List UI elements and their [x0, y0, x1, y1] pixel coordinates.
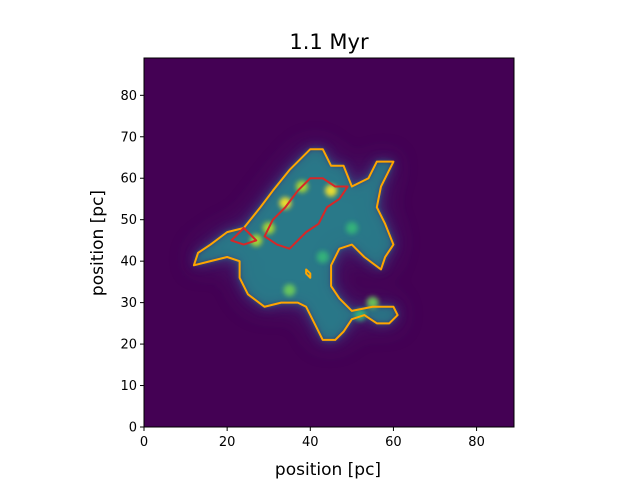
- contour-lines: [192, 148, 399, 341]
- contour-line: [305, 268, 312, 279]
- y-tick-label: 0: [129, 421, 137, 436]
- y-tick-label: 10: [120, 379, 137, 394]
- bright-spot: [283, 284, 296, 297]
- x-tick-label: 0: [140, 435, 148, 450]
- y-tick-label: 80: [120, 89, 137, 104]
- plot-frame: [143, 57, 515, 428]
- y-tick-label: 40: [120, 255, 137, 270]
- x-tick-label: 40: [302, 435, 319, 450]
- bright-spot: [345, 221, 358, 234]
- plot-area: [143, 57, 515, 428]
- bright-spot: [325, 184, 338, 197]
- y-tick-label: 50: [120, 213, 137, 228]
- bright-spot: [316, 251, 329, 264]
- x-axis: 0 20 40 60 80: [140, 427, 485, 450]
- x-tick-label: 20: [219, 435, 236, 450]
- core-field: [193, 149, 398, 340]
- x-tick-label: 80: [468, 435, 485, 450]
- chart-title: 1.1 Myr: [289, 30, 369, 54]
- y-tick-label: 70: [120, 130, 137, 145]
- contour-line: [263, 177, 349, 250]
- y-tick-label: 30: [120, 296, 137, 311]
- y-tick-label: 20: [120, 338, 137, 353]
- x-tick-label: 60: [385, 435, 402, 450]
- x-axis-label: position [pc]: [275, 460, 381, 480]
- y-axis: 0 10 20 30 40 50 60 70 80: [120, 89, 144, 436]
- contour-line: [192, 148, 399, 341]
- contour-line: [230, 226, 258, 246]
- bright-spot: [366, 296, 379, 309]
- y-tick-label: 60: [120, 172, 137, 187]
- bright-spot: [279, 197, 292, 210]
- y-axis-label: position [pc]: [88, 190, 108, 296]
